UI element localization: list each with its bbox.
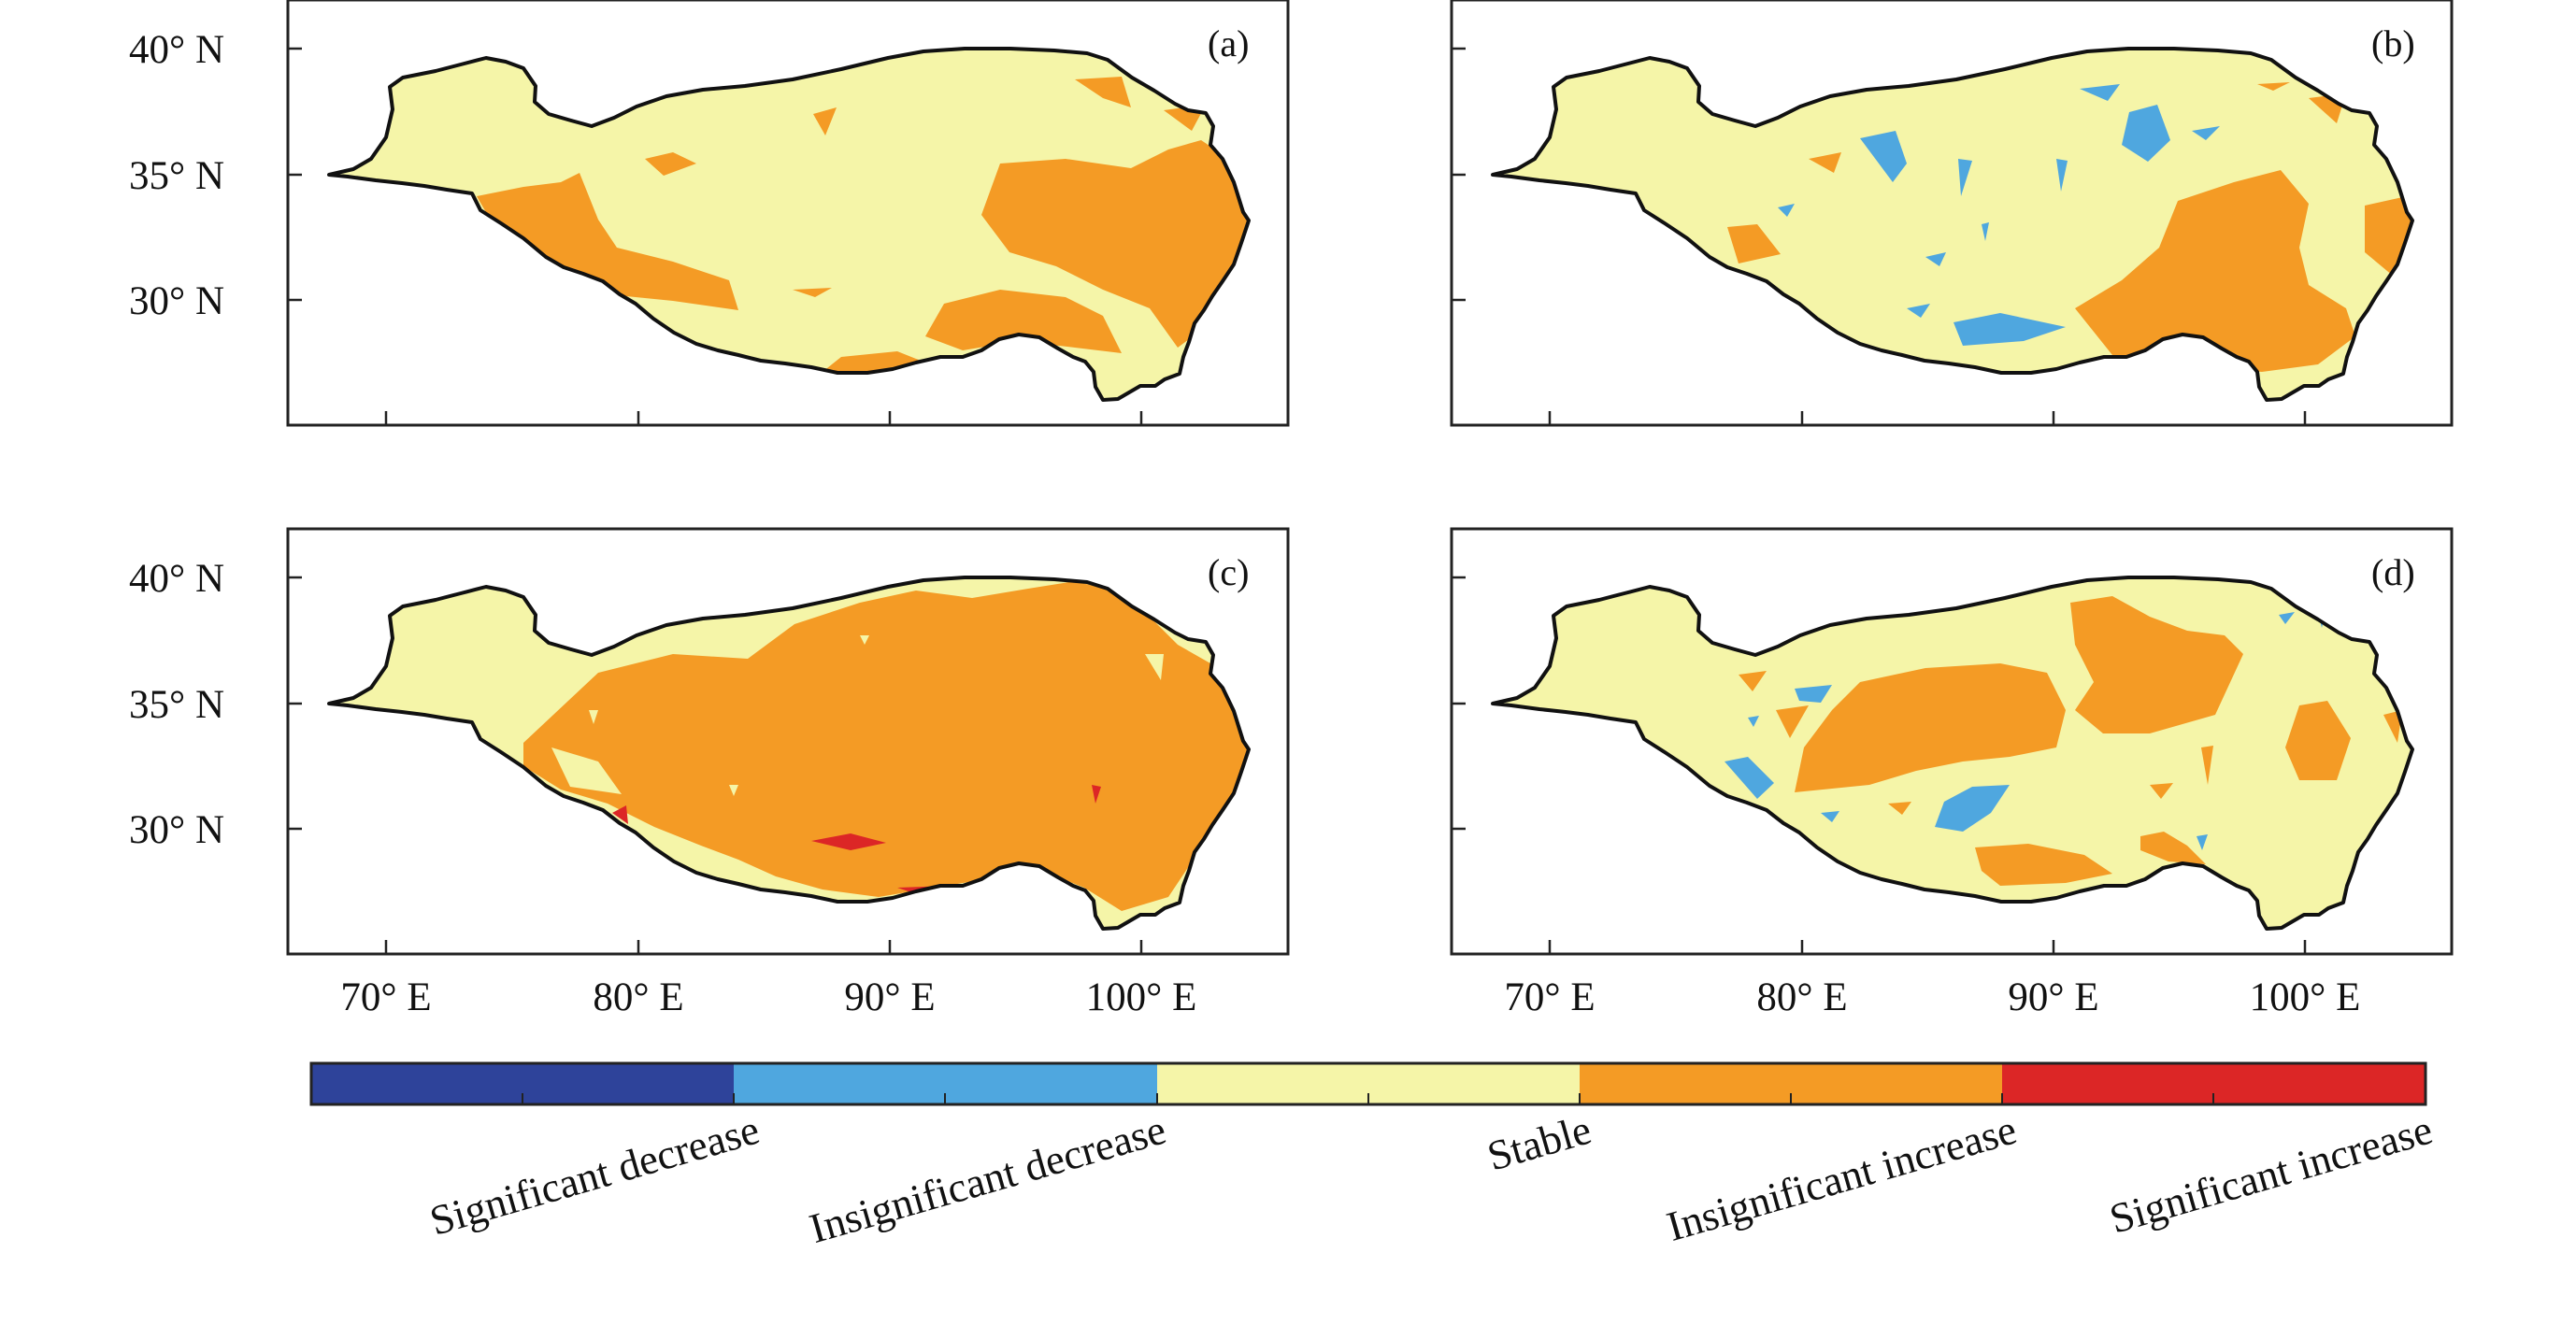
patch (645, 152, 696, 176)
patch (1727, 224, 1781, 263)
patch (2285, 701, 2351, 780)
lat-tick-label: 35° N (129, 683, 224, 727)
lat-tick-label: 30° N (129, 808, 224, 852)
patch (1935, 785, 2010, 832)
patch (1958, 159, 1972, 196)
panel-d: (d) (1450, 527, 2454, 956)
patch (1953, 313, 2066, 346)
patch (1778, 204, 1795, 217)
panel-b-trend-patches (1727, 82, 2412, 372)
panel-a-trend-patches (477, 77, 1249, 376)
patch (1739, 671, 1767, 691)
legend-label: Significant increase (2105, 1106, 2438, 1243)
lon-tick-labels: 70° E 80° E 90° E 100° E 70° E 80° E 90°… (340, 975, 2360, 1019)
patch (2365, 196, 2412, 276)
patch (612, 805, 628, 824)
patch (2197, 834, 2208, 850)
patch (1795, 685, 1832, 703)
patch (589, 710, 598, 724)
patch (1075, 77, 1131, 107)
patch (1809, 152, 1841, 173)
legend-frame (309, 1061, 2427, 1106)
patch (2122, 105, 2170, 162)
lon-tick-label: 100° E (1086, 975, 1197, 1019)
patch (1982, 222, 1989, 241)
patch (793, 288, 832, 297)
panel-c-trend-patches (523, 581, 1249, 911)
lat-tick-label: 35° N (129, 154, 224, 198)
patch (1907, 304, 1930, 318)
panel-c: (c) (286, 527, 1290, 956)
lon-tick-label: 70° E (1504, 975, 1595, 1019)
patch (2140, 832, 2206, 864)
patch (925, 290, 1122, 353)
patch (2192, 126, 2220, 140)
patch (1092, 785, 1101, 804)
patch (1748, 716, 1759, 727)
panel-d-label: (d) (2371, 551, 2415, 593)
panel-c-label: (c) (1208, 551, 1249, 593)
legend-labels: Significant decrease Insignificant decre… (424, 1106, 2437, 1253)
patch (2150, 783, 2173, 799)
legend-colorbar (309, 1061, 2427, 1106)
patch (477, 173, 738, 310)
panel-b-label: (b) (2371, 22, 2415, 64)
patch (523, 581, 1249, 911)
axis-ticks (288, 47, 2307, 954)
patch (1821, 811, 1839, 822)
patch (1925, 252, 1946, 266)
lat-tick-label: 40° N (129, 28, 224, 72)
legend-label: Insignificant decrease (805, 1106, 1171, 1253)
patch (2201, 746, 2213, 785)
lon-tick-label: 70° E (340, 975, 431, 1019)
panel-a: (a) (286, 0, 1290, 427)
lat-tick-label: 40° N (129, 557, 224, 601)
patch (813, 107, 837, 135)
patch (729, 785, 738, 796)
patch (1888, 802, 1911, 815)
lon-tick-label: 80° E (593, 975, 683, 1019)
panel-d-trend-patches (1724, 596, 2402, 886)
patch (860, 635, 869, 645)
patch (1795, 663, 2066, 792)
patch (2279, 612, 2295, 624)
legend-label: Significant decrease (424, 1106, 764, 1245)
lon-tick-label: 90° E (844, 975, 935, 1019)
patch (2070, 596, 2243, 733)
patch (2075, 170, 2355, 372)
legend-label: Insignificant increase (1662, 1106, 2022, 1250)
patch (1724, 757, 1774, 799)
patch (981, 140, 1249, 348)
patch (811, 833, 886, 850)
lat-tick-labels: 40° N 35° N 30° N 40° N 35° N 30° N (129, 28, 224, 852)
patch (1776, 705, 1809, 738)
patch (2056, 159, 2068, 192)
panel-a-label: (a) (1208, 22, 1249, 64)
patch (2383, 710, 2402, 743)
lon-tick-label: 90° E (2008, 975, 2098, 1019)
lon-tick-label: 80° E (1756, 975, 1847, 1019)
patch (1975, 844, 2112, 886)
patch (551, 747, 622, 794)
panel-b: (b) (1450, 0, 2454, 427)
legend-ticks (522, 1093, 2214, 1104)
patch (2257, 82, 2290, 91)
lon-tick-label: 100° E (2250, 975, 2361, 1019)
lat-tick-label: 30° N (129, 279, 224, 323)
patch (1145, 654, 1164, 680)
patch (1860, 131, 1907, 182)
patch (2080, 84, 2120, 101)
legend-label: Stable (1482, 1106, 1596, 1180)
